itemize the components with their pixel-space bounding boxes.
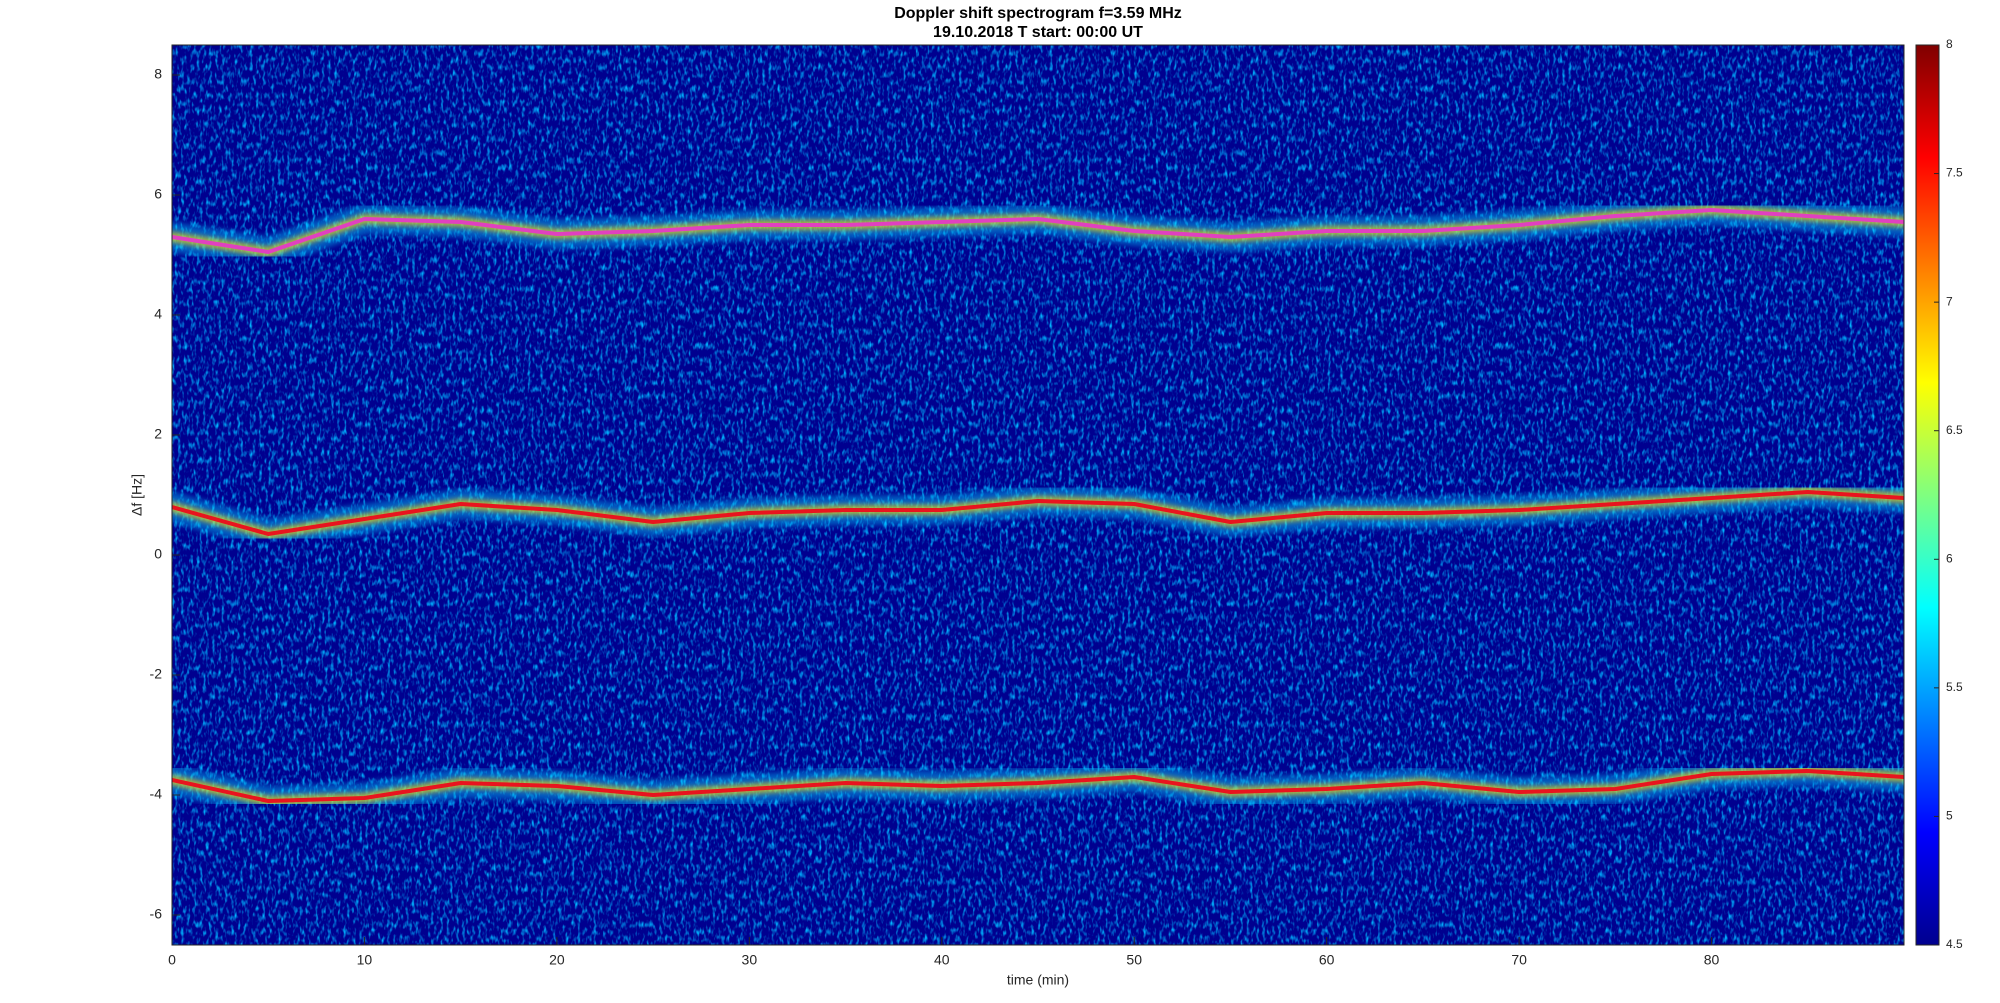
colorbar-tick-label: 6.5 [1946,423,1963,437]
x-tick-label: 40 [934,952,950,968]
x-tick-label: 0 [168,952,176,968]
x-tick-label: 30 [742,952,758,968]
x-axis-label: time (min) [1007,972,1069,988]
trace-line [172,208,1904,254]
y-axis-label: Δf [Hz] [129,474,145,516]
trace-line [172,490,1904,536]
y-tick-label: -6 [150,906,163,922]
x-tick-label: 80 [1704,952,1720,968]
colorbar-tick-label: 7 [1946,294,1953,308]
plot-frame [171,44,1905,946]
x-tick-label: 60 [1319,952,1335,968]
y-tick-label: 8 [154,66,162,82]
colorbar-tick-label: 8 [1946,37,1953,51]
colorbar-tick-label: 5 [1946,809,1953,823]
colorbar-tick-label: 7.5 [1946,166,1963,180]
y-tick-label: 4 [154,306,162,322]
trace-line [172,769,1904,803]
y-tick-label: -4 [150,786,163,802]
colorbar-tick-label: 5.5 [1946,680,1963,694]
chart-subtitle: 19.10.2018 T start: 00:00 UT [933,24,1143,41]
y-tick-label: -2 [150,666,163,682]
x-tick-label: 10 [357,952,373,968]
colorbar-tick-label: 6 [1946,551,1953,565]
x-tick-label: 50 [1126,952,1142,968]
y-tick-label: 0 [154,546,162,562]
y-tick-label: 2 [154,426,162,442]
plot-area [172,195,1904,816]
x-tick-label: 20 [549,952,565,968]
chart-title: Doppler shift spectrogram f=3.59 MHz [894,5,1182,22]
colorbar [1915,44,1940,946]
x-tick-label: 70 [1511,952,1527,968]
colorbar-tick-label: 4.5 [1946,937,1963,951]
y-tick-label: 6 [154,186,162,202]
